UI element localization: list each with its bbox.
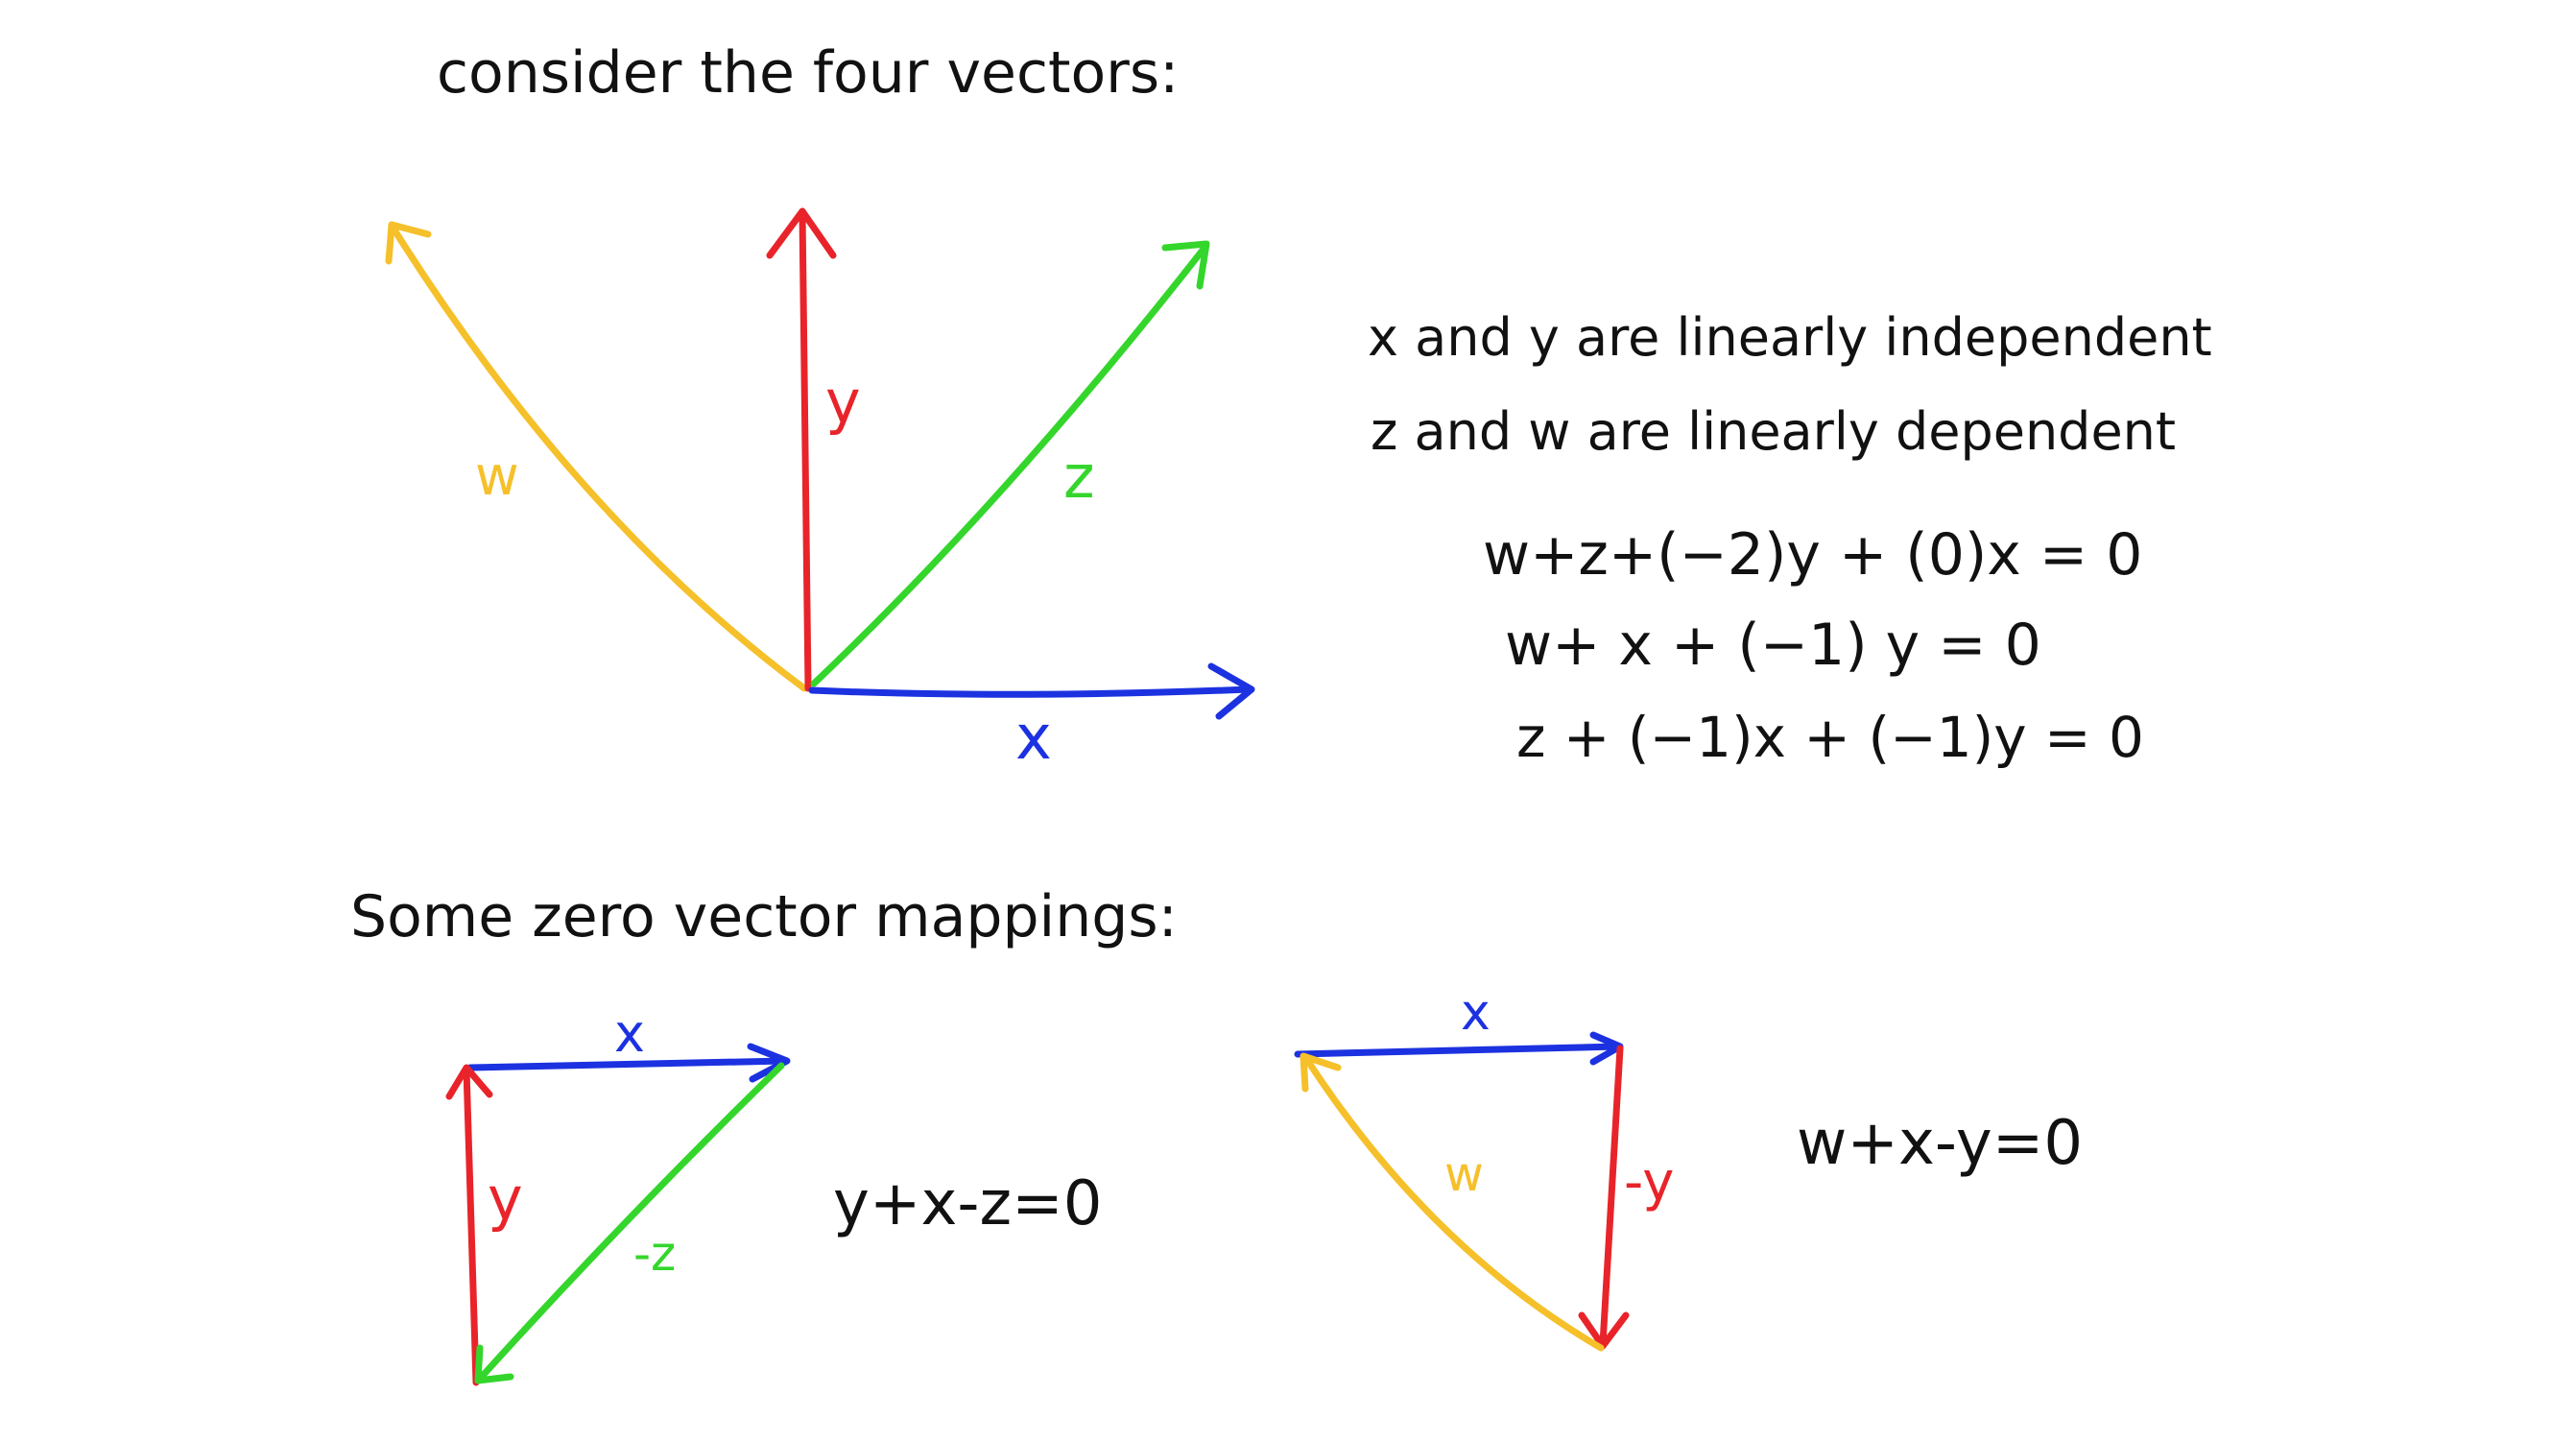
mapping1-x-arrowhead: [747, 1043, 791, 1083]
mapping1-equation: y+x-z=0: [833, 1168, 1102, 1239]
mapping2-w-label: w: [1444, 1146, 1484, 1202]
main-vector-figure: [385, 207, 1255, 720]
vector-w-label: w: [475, 445, 519, 508]
mapping2-y-label: -y: [1624, 1151, 1674, 1214]
mapping2-y-arrow: [1599, 1045, 1624, 1348]
vector-z-label: z: [1063, 442, 1095, 512]
vector-x-label: x: [1015, 703, 1052, 774]
vector-x-arrow: [808, 685, 1253, 698]
vector-x-arrowhead: [1207, 662, 1255, 720]
mapping-2-figure: [1294, 1031, 1630, 1352]
mapping1-x-label: x: [614, 1003, 645, 1064]
mapping-1-figure: [445, 1043, 791, 1386]
statement-independent: x and y are linearly independent: [1368, 307, 2212, 368]
heading-zero-vector-mappings: Some zero vector mappings:: [350, 883, 1178, 950]
mapping1-y-arrow: [463, 1066, 480, 1386]
equation-3: z + (−1)x + (−1)y = 0: [1516, 705, 2144, 770]
vector-w-arrowhead: [385, 221, 432, 265]
mapping2-x-arrow: [1294, 1043, 1622, 1058]
statement-dependent: z and w are linearly dependent: [1371, 401, 2176, 462]
mapping2-equation: w+x-y=0: [1797, 1108, 2083, 1179]
vector-y-label: y: [825, 367, 861, 437]
equation-2: w+ x + (−1) y = 0: [1505, 612, 2041, 679]
mapping2-w-arrowhead: [1300, 1052, 1342, 1093]
mapping1-y-arrowhead: [445, 1064, 493, 1100]
mapping1-y-label: y: [488, 1164, 523, 1234]
vector-y-arrowhead: [766, 207, 837, 259]
equation-1: w+z+(−2)y + (0)x = 0: [1483, 521, 2142, 589]
vector-w-arrow: [390, 225, 808, 692]
vector-z-arrow: [810, 244, 1208, 687]
mapping2-x-label: x: [1461, 984, 1491, 1042]
vector-y-arrow: [799, 209, 812, 692]
heading-four-vectors: consider the four vectors:: [437, 39, 1179, 107]
mapping2-w-arrow: [1303, 1056, 1605, 1352]
vector-z-arrowhead: [1161, 240, 1210, 290]
mapping1-z-label: -z: [633, 1226, 676, 1282]
mapping1-z-arrowhead: [474, 1344, 514, 1384]
mapping1-z-arrow: [476, 1062, 785, 1383]
mapping1-x-arrow: [466, 1057, 789, 1071]
